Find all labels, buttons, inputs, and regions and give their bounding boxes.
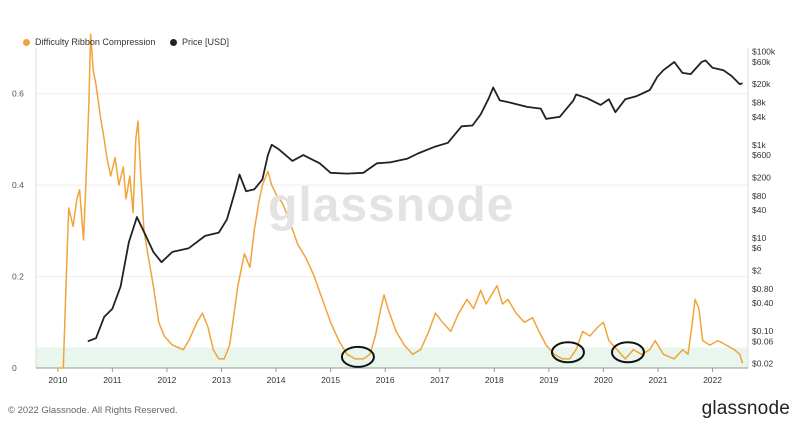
x-tick-label: 2018 [485,375,504,385]
series-line-price [87,59,743,343]
right-tick-label: $20k [752,79,771,89]
highlight-ellipse [340,345,375,368]
right-tick-label: $200 [752,172,771,182]
x-tick-label: 2010 [48,375,67,385]
right-tick-label: $2 [752,265,762,275]
x-tick-label: 2016 [376,375,395,385]
x-tick-label: 2020 [594,375,613,385]
watermark: glassnode [268,179,515,232]
left-tick-label: 0.4 [12,180,24,190]
highlight-layer [340,341,645,368]
right-tick-label: $0.02 [752,358,774,368]
right-tick-label: $0.06 [752,336,774,346]
left-tick-label: 0.2 [12,272,24,282]
highlight-ellipse [550,341,585,364]
right-tick-label: $80 [752,191,766,201]
legend-item-price[interactable]: Price [USD] [170,37,229,47]
right-tick-label: $1k [752,140,766,150]
right-tick-label: $100k [752,47,776,57]
legend-item-ribbon[interactable]: Difficulty Ribbon Compression [23,37,155,47]
x-tick-label: 2011 [103,375,122,385]
x-tick-label: 2013 [212,375,231,385]
right-tick-label: $60k [752,57,771,67]
x-tick-label: 2012 [157,375,176,385]
left-axis: 0 0.2 0.4 0.6 [12,89,24,373]
left-tick-label: 0 [12,363,17,373]
right-tick-label: $0.40 [752,298,774,308]
right-tick-label: $4k [752,112,766,122]
right-tick-label: $600 [752,150,771,160]
x-tick-label: 2014 [267,375,286,385]
x-tick-label: 2022 [703,375,722,385]
right-tick-label: $0.80 [752,284,774,294]
right-tick-label: $10 [752,233,766,243]
x-axis: 2010 2011 2012 2013 2014 2015 2016 2017 2018 2019… [36,367,748,385]
copyright-text: © 2022 Glassnode. All Rights Reserved. [8,405,178,416]
right-tick-label: $6 [752,243,762,253]
legend-dot-ribbon [23,38,30,46]
right-tick-label: $40 [752,205,766,215]
x-tick-label: 2021 [649,375,668,385]
right-axis: $100k$60k$20k$8k$4k$1k$600$200$80$40$10$… [752,47,776,369]
x-tick-label: 2017 [430,375,449,385]
x-tick-label: 2019 [539,375,558,385]
x-tick-label: 2015 [321,375,340,385]
legend-label-price: Price [USD] [182,37,230,47]
brand-logo: glassnode [701,398,790,419]
highlight-ellipse [610,341,645,364]
legend-dot-price [170,38,177,46]
right-tick-label: $0.10 [752,326,774,336]
right-tick-label: $8k [752,98,766,108]
legend-label-ribbon: Difficulty Ribbon Compression [35,37,156,47]
left-tick-label: 0.6 [12,89,24,99]
